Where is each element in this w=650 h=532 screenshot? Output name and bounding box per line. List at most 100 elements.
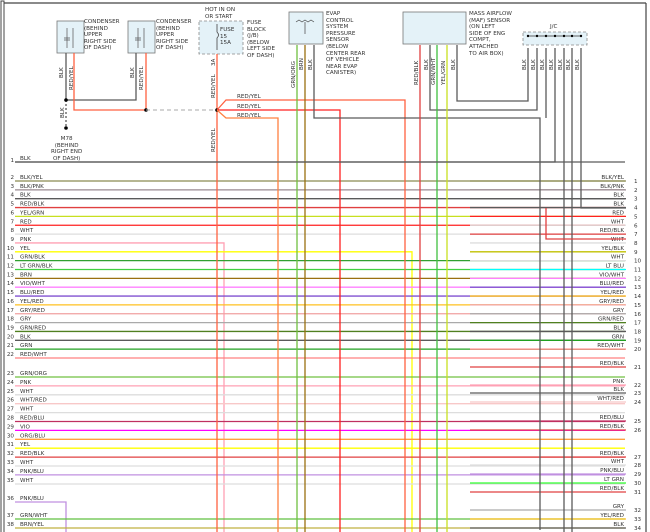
right-wire-label: BLK [613,202,624,208]
right-wire-number: 29 [634,472,642,478]
left-wire-label: WHT [20,478,34,484]
right-wire-number: 2 [634,188,638,194]
right-wire-label: WHT [611,237,625,243]
right-wire-number: 6 [634,223,638,229]
maf-wire-label: GRN/WHT [431,57,437,85]
left-wire-label: ORG/BLU [20,433,45,439]
left-wire-label: BLK/YEL [20,175,43,181]
right-wire-number: 18 [634,329,642,335]
jc-wire-label: BLK [575,59,581,70]
left-wire-label: BRN [20,272,32,278]
left-wire-label: PNK/BLU [20,469,44,475]
left-wire-number: 15 [7,290,15,296]
maf-wire-label: BLK [424,59,430,70]
jc-wire-label: BLK [549,59,555,70]
left-wire-label: PNK/BLU [20,496,44,502]
fuse-branch-1 [216,99,406,532]
left-wire-label: WHT [20,228,34,234]
jc-wire-label: BLK [531,59,537,70]
maf-wire-label: BLK [451,59,457,70]
right-wire-label: RED/BLK [600,424,625,430]
right-wire-number: 1 [634,179,638,185]
right-wire-number: 13 [634,285,642,291]
jc-terminal-dot [553,34,557,38]
frame-left-border [0,0,5,532]
left-wire-number: 7 [10,219,14,225]
condenser-1-capacitor-icon [64,28,74,48]
left-wire-number: 36 [7,496,15,502]
left-wire-label: BRN/YEL [20,522,45,528]
maf-sensor-box [402,11,467,45]
left-wire-label: VIO/WHT [20,281,46,287]
jc-wire-label: BLK [540,59,546,70]
right-wire-number: 25 [634,419,642,425]
fuse-branch-label: RED/YEL [237,104,262,110]
right-wire-number: 32 [634,508,641,514]
left-wire-number: 24 [7,380,15,386]
maf-sensor-label: MASS AIRFLOW (MAF) SENSOR (ON LEFT SIDE … [469,11,512,57]
right-wire-label: GRN [612,334,624,340]
right-wire-label: YEL/RED [599,290,624,296]
right-wire-label: GRY [613,504,625,510]
wire-left-10 [15,251,413,532]
left-wire-number: 30 [7,433,15,439]
left-wire-label: LT GRN/BLK [20,264,53,270]
right-wire-label: BLK [613,193,624,199]
left-wire-label: GRN/RED [20,325,46,331]
left-wire-label: BLK/PNK [20,184,44,190]
left-wire-number: 22 [7,352,14,358]
left-wire-number: 33 [7,460,15,466]
left-wire-label: RED [20,219,32,225]
left-wire-label: PNK [20,237,32,243]
left-wire-number: 16 [7,299,15,305]
fuse-branch-label: RED/YEL [237,113,262,119]
left-wire-number: 23 [7,371,15,377]
left-wire-number: 8 [10,228,14,234]
fuse-icon [216,24,219,50]
left-wire-number: 5 [10,202,14,208]
jc-terminal-dot [526,34,530,38]
left-wire-number: 27 [7,407,15,413]
left-wire-label: WHT/RED [20,398,47,404]
fuse-15-label: FUSE 15 15A [220,27,235,47]
fuse-branch-2 [217,109,341,532]
right-wire-label: RED/BLU [600,415,624,421]
fuse-wire-label: RED/YEL [211,73,217,98]
maf-wire-blk [429,45,538,111]
left-wire-number: 6 [10,210,14,216]
jc-label: J/C [550,24,558,30]
left-wire-number: 2 [10,175,14,181]
jc-wire-label: BLK [522,59,528,70]
right-wire-number: 22 [634,383,641,389]
left-wire-number: 38 [7,522,15,528]
left-wire-number: 17 [7,308,15,314]
left-wire-label: BLK [20,193,31,199]
fuse-hot-label: HOT IN ON OR START [205,7,236,20]
right-wire-label: RED/BLK [600,361,625,367]
right-wire-label: YEL/RED [599,513,624,519]
right-wire-number: 14 [634,294,642,300]
left-wire-number: 3 [10,184,14,190]
condenser-1-label: CONDENSER (BEHIND UPPER RIGHT SIDE OF DA… [84,19,120,52]
left-wire-number: 28 [7,416,15,422]
ground-icon [64,126,68,130]
right-wire-label: WHT [611,459,625,465]
evap-sensor-box [288,11,324,45]
condenser-2-wire-label: BLK [130,67,136,78]
right-wire-label: RED/WHT [597,343,624,349]
right-wire-label: BLU/RED [600,281,624,287]
right-wire-number: 20 [634,347,642,353]
left-wire-label: WHT [20,407,34,413]
fuse-branch-3 [216,109,279,532]
left-wire-number: 11 [7,255,15,261]
left-wire-label: GRN/WHT [20,513,48,519]
left-wire-number: 14 [7,281,15,287]
right-wire-number: 15 [634,303,642,309]
evap-sensor-label: EVAP CONTROL SYSTEM PRESSURE SENSOR (BEL… [326,11,366,77]
pressure-sensor-icon [295,19,315,34]
jc-box [522,31,588,46]
jc-terminal-dot [570,34,574,38]
right-wire-label: LT BLU [606,264,624,270]
maf-wire-label: YEL/GRN [441,61,447,86]
